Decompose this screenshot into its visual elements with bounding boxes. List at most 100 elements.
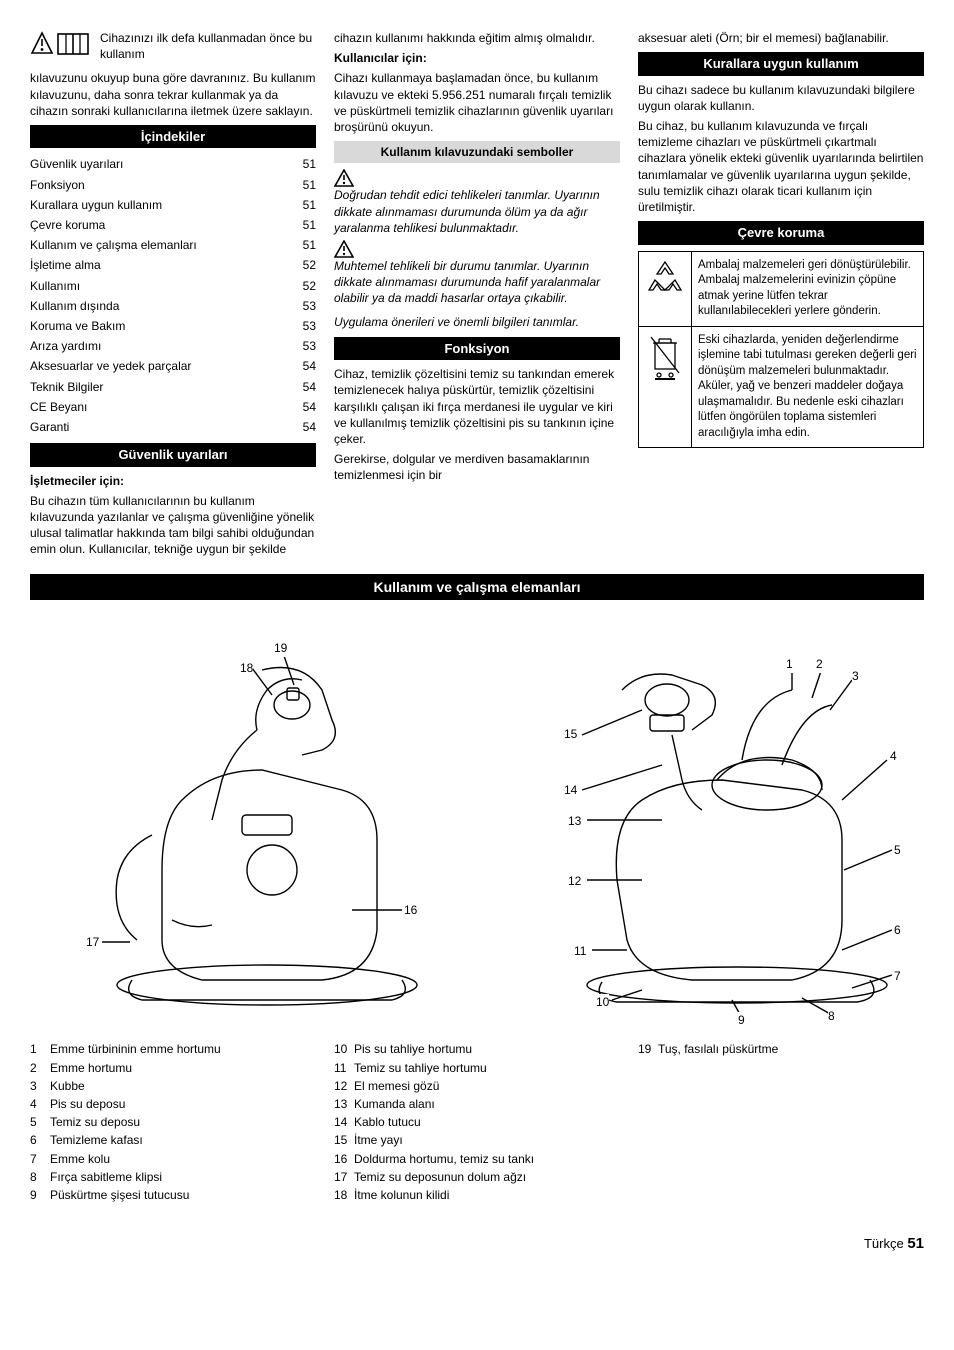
legend-item: 12El memesi gözü bbox=[334, 1077, 620, 1095]
toc-row: Garanti54 bbox=[30, 417, 316, 437]
operators-text-cont: cihazın kullanımı hakkında eğitim almış … bbox=[334, 30, 620, 46]
toc-row: Çevre koruma51 bbox=[30, 215, 316, 235]
callout-17: 17 bbox=[86, 934, 99, 950]
column-2: cihazın kullanımı hakkında eğitim almış … bbox=[334, 30, 620, 562]
environment-header: Çevre koruma bbox=[638, 221, 924, 245]
callout-6: 6 bbox=[894, 922, 901, 938]
toc-row: Güvenlik uyarıları51 bbox=[30, 154, 316, 174]
legend: 1Emme türbininin emme hortumu 2Emme hort… bbox=[30, 1040, 924, 1204]
machine-drawing-right bbox=[492, 620, 912, 1020]
operators-text: Bu cihazın tüm kullanıcılarının bu kulla… bbox=[30, 493, 316, 558]
legend-item: 19Tuş, fasılalı püskürtme bbox=[638, 1040, 924, 1058]
toc-row: Aksesuarlar ve yedek parçalar54 bbox=[30, 356, 316, 376]
machine-drawing-left bbox=[42, 620, 462, 1020]
diagram-right: 1 2 3 4 5 6 7 8 9 10 11 12 13 14 15 bbox=[492, 620, 912, 1020]
column-1: Cihazınızı ilk defa kullanmadan önce bu … bbox=[30, 30, 316, 562]
callout-13: 13 bbox=[568, 813, 581, 829]
callout-1: 1 bbox=[786, 656, 793, 672]
proper-use-text-1: Bu cihazı sadece bu kullanım kılavuzunda… bbox=[638, 82, 924, 114]
callout-8: 8 bbox=[828, 1008, 835, 1024]
column-3: aksesuar aleti (Örn; bir el memesi) bağl… bbox=[638, 30, 924, 562]
callout-16: 16 bbox=[404, 902, 417, 918]
warning-text: Muhtemel tehlikeli bir durumu tanımlar. … bbox=[334, 258, 620, 307]
toc-row: Kullanımı52 bbox=[30, 276, 316, 296]
function-text-2b: aksesuar aleti (Örn; bir el memesi) bağl… bbox=[638, 30, 924, 46]
intro-text-start: Cihazınızı ilk defa kullanmadan önce bu … bbox=[100, 30, 316, 62]
callout-14: 14 bbox=[564, 782, 577, 798]
safety-header: Güvenlik uyarıları bbox=[30, 443, 316, 467]
danger-text: Doğrudan tehdit edici tehlikeleri tanıml… bbox=[334, 187, 620, 236]
callout-11: 11 bbox=[574, 943, 586, 959]
legend-item: 11Temiz su tahliye hortumu bbox=[334, 1059, 620, 1077]
recycle-icon bbox=[639, 251, 692, 326]
env-text-1: Ambalaj malzemeleri geri dönüştürülebili… bbox=[692, 251, 924, 326]
legend-item: 13Kumanda alanı bbox=[334, 1095, 620, 1113]
toc-row: İşletime alma52 bbox=[30, 255, 316, 275]
footer-page: 51 bbox=[907, 1235, 924, 1252]
legend-item: 15İtme yayı bbox=[334, 1131, 620, 1149]
toc-row: Kurallara uygun kullanım51 bbox=[30, 195, 316, 215]
legend-item: 5Temiz su deposu bbox=[30, 1113, 316, 1131]
note-text: Uygulama önerileri ve önemli bilgileri t… bbox=[334, 314, 620, 330]
function-text-2a: Gerekirse, dolgular ve merdiven basamakl… bbox=[334, 451, 620, 483]
bin-icon bbox=[639, 326, 692, 448]
users-title: Kullanıcılar için: bbox=[334, 50, 620, 66]
proper-use-header: Kurallara uygun kullanım bbox=[638, 52, 924, 76]
legend-item: 3Kubbe bbox=[30, 1077, 316, 1095]
warning-book-icon bbox=[30, 30, 92, 58]
page-footer: Türkçe 51 bbox=[30, 1234, 924, 1254]
symbols-header: Kullanım kılavuzundaki semboller bbox=[334, 141, 620, 163]
env-row-2: Eski cihazlarda, yeniden değerlendirme i… bbox=[639, 326, 924, 448]
callout-10: 10 bbox=[596, 994, 609, 1010]
toc-header: İçindekiler bbox=[30, 125, 316, 149]
toc-row: Fonksiyon51 bbox=[30, 175, 316, 195]
diagram-left: 19 18 17 16 bbox=[42, 620, 462, 1020]
callout-4: 4 bbox=[890, 748, 897, 764]
proper-use-text-2: Bu cihaz, bu kullanım kılavuzunda ve fır… bbox=[638, 118, 924, 215]
legend-item: 16Doldurma hortumu, temiz su tankı bbox=[334, 1150, 620, 1168]
environment-table: Ambalaj malzemeleri geri dönüştürülebili… bbox=[638, 251, 924, 449]
callout-19: 19 bbox=[274, 640, 287, 656]
callout-5: 5 bbox=[894, 842, 901, 858]
upper-columns: Cihazınızı ilk defa kullanmadan önce bu … bbox=[30, 30, 924, 562]
diagram-area: 19 18 17 16 bbox=[30, 620, 924, 1020]
callout-3: 3 bbox=[852, 668, 859, 684]
function-header: Fonksiyon bbox=[334, 337, 620, 361]
callout-7: 7 bbox=[894, 968, 901, 984]
legend-item: 9Püskürtme şişesi tutucusu bbox=[30, 1186, 316, 1204]
operating-header: Kullanım ve çalışma elemanları bbox=[30, 574, 924, 601]
toc-row: Koruma ve Bakım53 bbox=[30, 316, 316, 336]
legend-col-3: 19Tuş, fasılalı püskürtme bbox=[638, 1040, 924, 1204]
toc-row: Teknik Bilgiler54 bbox=[30, 377, 316, 397]
legend-item: 6Temizleme kafası bbox=[30, 1131, 316, 1149]
callout-12: 12 bbox=[568, 873, 581, 889]
legend-item: 7Emme kolu bbox=[30, 1150, 316, 1168]
callout-15: 15 bbox=[564, 726, 577, 742]
legend-item: 8Fırça sabitleme klipsi bbox=[30, 1168, 316, 1186]
intro-text: kılavuzunu okuyup buna göre davranınız. … bbox=[30, 70, 316, 119]
toc-row: Kullanım dışında53 bbox=[30, 296, 316, 316]
toc-row: Arıza yardımı53 bbox=[30, 336, 316, 356]
legend-item: 1Emme türbininin emme hortumu bbox=[30, 1040, 316, 1058]
callout-2: 2 bbox=[816, 656, 823, 672]
operators-title: İşletmeciler için: bbox=[30, 473, 316, 489]
legend-item: 17Temiz su deposunun dolum ağzı bbox=[334, 1168, 620, 1186]
toc-list: Güvenlik uyarıları51 Fonksiyon51 Kuralla… bbox=[30, 154, 316, 437]
footer-lang: Türkçe bbox=[864, 1236, 904, 1251]
legend-item: 4Pis su deposu bbox=[30, 1095, 316, 1113]
callout-18: 18 bbox=[240, 660, 253, 676]
callout-9: 9 bbox=[738, 1012, 745, 1028]
danger-icon bbox=[334, 169, 354, 187]
legend-col-1: 1Emme türbininin emme hortumu 2Emme hort… bbox=[30, 1040, 316, 1204]
intro-block: Cihazınızı ilk defa kullanmadan önce bu … bbox=[30, 30, 316, 62]
legend-item: 10Pis su tahliye hortumu bbox=[334, 1040, 620, 1058]
users-text: Cihazı kullanmaya başlamadan önce, bu ku… bbox=[334, 70, 620, 135]
legend-item: 14Kablo tutucu bbox=[334, 1113, 620, 1131]
toc-row: CE Beyanı54 bbox=[30, 397, 316, 417]
toc-row: Kullanım ve çalışma elemanları51 bbox=[30, 235, 316, 255]
legend-item: 18İtme kolunun kilidi bbox=[334, 1186, 620, 1204]
legend-item: 2Emme hortumu bbox=[30, 1059, 316, 1077]
function-text-1: Cihaz, temizlik çözeltisini temiz su tan… bbox=[334, 366, 620, 447]
warning-icon bbox=[334, 240, 354, 258]
env-text-2: Eski cihazlarda, yeniden değerlendirme i… bbox=[692, 326, 924, 448]
